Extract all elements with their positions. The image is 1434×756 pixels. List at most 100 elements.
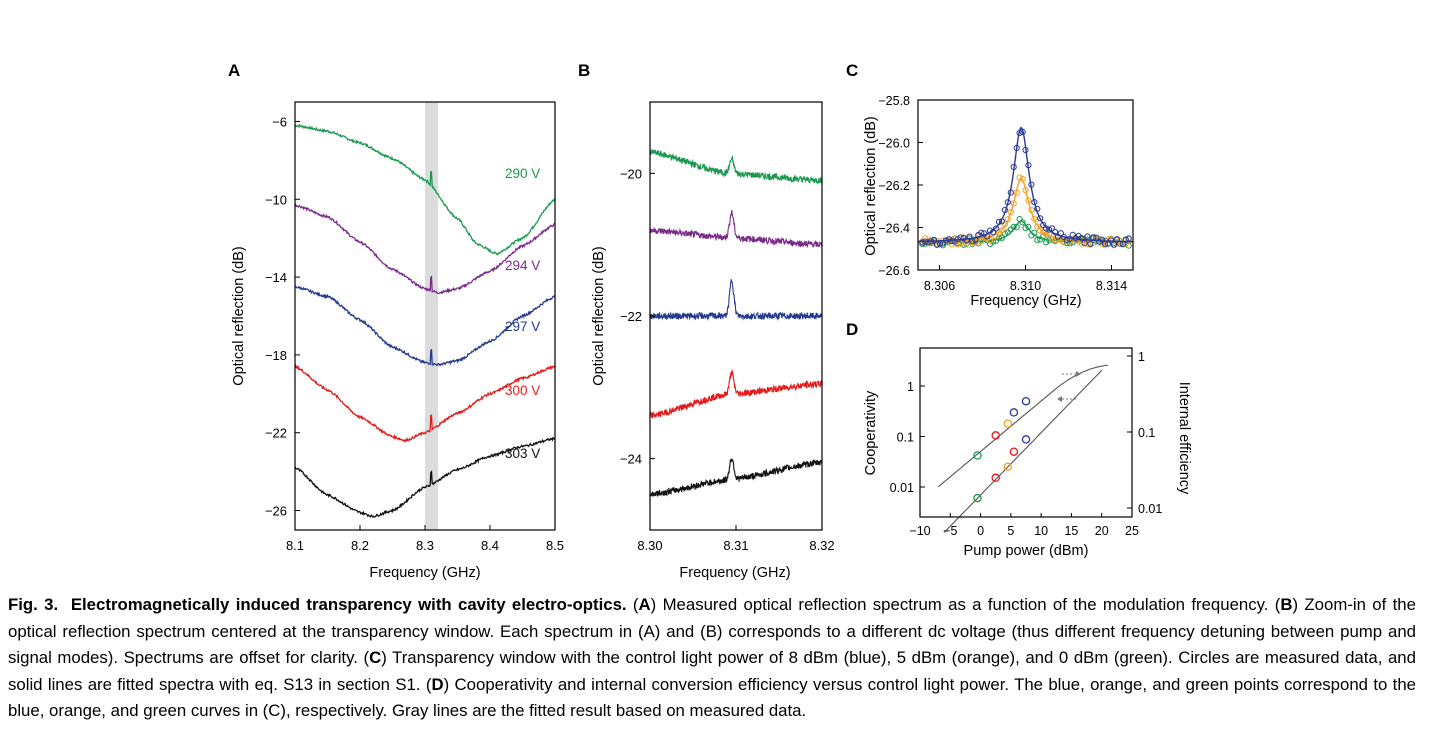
panel-b-series-line (649, 458, 823, 497)
panel-c-data-point (1122, 236, 1129, 244)
panel-b-xtick-label: 8.30 (637, 538, 662, 553)
arrow-right-head-icon (1076, 371, 1081, 377)
panel-d-cooperativity-point (1009, 408, 1019, 417)
panel-c-xtick-label: 8.314 (1096, 279, 1127, 293)
panel-d-y2tick-label: 0.1 (1138, 426, 1155, 440)
panel-c-data-point (948, 238, 955, 245)
panel-d-efficiency-point (991, 473, 1000, 483)
panel-d-y2label: Internal efficiency (1176, 382, 1192, 495)
panel-c-data-point (998, 234, 1006, 241)
panel-a-xtick-label: 8.5 (546, 538, 564, 553)
panel-a-series-line (294, 436, 556, 519)
panel-a-ylabel: Optical reflection (dB) (231, 246, 247, 385)
panel-a-ytick-label: −10 (265, 192, 287, 207)
panel-c-data-point (919, 239, 926, 246)
panel-b-ytick-label: −20 (620, 166, 642, 181)
panel-c-data-point (1078, 235, 1085, 242)
panel-d-ytick-label: 0.1 (897, 431, 914, 445)
panel-c-data-point (1034, 237, 1041, 244)
panel-d-cooperativity-point (991, 431, 1000, 440)
caption-text-c: Transparency window with the control lig… (8, 648, 1416, 694)
label-297v: 297 V (505, 319, 540, 334)
panel-a-ytick-label: −18 (265, 348, 287, 363)
panel-c-data-point (933, 241, 941, 248)
panel-d-ytick-label: 0.01 (890, 481, 914, 495)
caption-tag-d: D (431, 674, 444, 694)
panel-a-chart: 8.1 8.2 8.3 8.4 8.5 −6 −10 −14 −18 −22 −26 Frequen… (231, 101, 564, 581)
panel-d-cooperativity-fit (937, 364, 1108, 488)
panel-b-ytick-label: −24 (620, 452, 642, 467)
panel-d-xtick-label: 15 (1064, 524, 1078, 538)
panel-d-efficiency-point (1021, 435, 1031, 444)
panel-b-series-line (649, 279, 823, 321)
panel-a-series-line (294, 285, 556, 367)
panel-d-frame (919, 347, 1133, 518)
panel-c-ytick-label: −26.4 (878, 222, 910, 236)
panel-c-xlabel: Frequency (GHz) (970, 293, 1081, 309)
panel-d-cooperativity-point (1003, 419, 1013, 428)
panel-c-data-point (1037, 227, 1044, 234)
panel-label-a: A (228, 61, 240, 80)
panel-d-xtick-label: 10 (1034, 524, 1048, 538)
panel-a-xtick-label: 8.4 (481, 538, 499, 553)
panel-c-ytick-label: −26.2 (878, 179, 910, 193)
caption-text-d: Cooperativity and internal conversion ef… (8, 674, 1417, 721)
panel-a-ytick-label: −14 (265, 270, 287, 285)
panel-c-ylabel: Optical reflection (dB) (863, 116, 879, 255)
panel-d-efficiency-point (1009, 447, 1019, 456)
figure-caption: Fig. 3. Electromagnetically induced tran… (8, 595, 1417, 721)
panel-d-xtick-label: 20 (1095, 524, 1109, 538)
panel-d-xtick-label: −5 (943, 524, 957, 538)
caption-text-b: Zoom-in of the optical reflection spectr… (8, 595, 1416, 667)
panel-c-data-point (992, 225, 1000, 232)
label-290v: 290 V (505, 166, 540, 181)
caption-title: Electromagnetically induced transparency… (70, 595, 627, 614)
panel-c-data-point (931, 236, 938, 244)
panel-a-xtick-label: 8.1 (286, 538, 304, 553)
panel-c-data-point (925, 239, 932, 246)
panel-b-xtick-label: 8.31 (723, 538, 748, 553)
label-300v: 300 V (505, 383, 540, 398)
panel-a-xlabel: Frequency (GHz) (369, 565, 480, 581)
panel-c-fit-line (918, 126, 1133, 243)
panel-a-ytick-label: −6 (272, 114, 287, 129)
transparency-band (425, 102, 438, 530)
panel-d-xtick-label: −10 (909, 524, 930, 538)
arrow-left-head-icon (1057, 396, 1062, 402)
panel-a-xtick-label: 8.3 (416, 538, 434, 553)
panel-d-y2tick-label: 1 (1138, 350, 1145, 364)
panel-d-cooperativity-point (1021, 396, 1031, 406)
panel-d-xlabel: Pump power (dBm) (964, 543, 1089, 559)
panel-a-series-line (294, 363, 556, 443)
panel-c-fit-line (918, 177, 1133, 243)
panel-a-series-line (294, 123, 556, 256)
panel-c-data-point (963, 237, 970, 244)
panel-d-efficiency-point (1003, 462, 1013, 471)
panel-d-ylabel: Cooperativity (863, 390, 879, 475)
panel-c-data-point (1099, 236, 1106, 243)
panel-b-xtick-label: 8.32 (809, 538, 834, 553)
panel-d-efficiency-point (973, 493, 982, 503)
panel-c-data-point (978, 229, 985, 236)
caption-label: Fig. 3. (8, 595, 59, 614)
panel-b-series-line (649, 148, 823, 185)
panel-d-xtick-label: 5 (1007, 524, 1014, 538)
panel-d-cooperativity-point (973, 451, 982, 460)
panel-label-b: B (578, 61, 590, 80)
panel-a-ytick-label: −22 (265, 426, 287, 441)
panel-c-data-point (1048, 235, 1056, 242)
panel-c-data-point (998, 227, 1006, 234)
panel-b-series-line (649, 368, 823, 419)
panel-d-y2tick-label: 0.01 (1138, 502, 1162, 516)
panel-d-efficiency-fit (943, 369, 1103, 533)
panel-b-ytick-label: −22 (620, 309, 642, 324)
panel-a-series-line (294, 203, 556, 295)
panel-c-xtick-label: 8.310 (1010, 279, 1041, 293)
panel-d-ytick-label: 1 (907, 380, 914, 394)
panel-c-data-point (1110, 241, 1118, 248)
caption-text-a: Measured optical reflection spectrum as … (662, 595, 1269, 614)
panel-c-data-point (990, 238, 997, 245)
panel-c-data-point (1048, 225, 1056, 232)
panel-c-ytick-label: −26.6 (878, 264, 910, 278)
caption-tag-b: B (1280, 595, 1293, 614)
